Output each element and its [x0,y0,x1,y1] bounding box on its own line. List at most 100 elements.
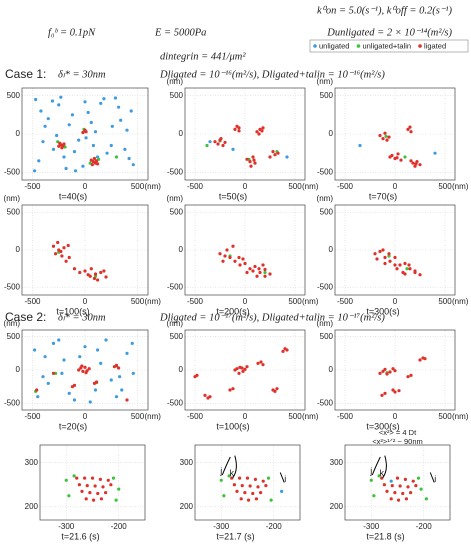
y-tick-label: 0 [16,365,21,374]
point [387,135,391,139]
point [253,161,257,165]
point [378,133,382,138]
y-tick-label: -500 [167,283,184,292]
y-tick-label: 500 [7,208,21,217]
x-unit: (nm) [145,412,162,421]
y-unit: (nm) [4,319,21,328]
point [58,141,62,145]
point [84,130,88,134]
point [203,393,207,397]
point [62,358,66,362]
plot-frame [184,329,306,411]
plot-frame [344,444,451,521]
y-tick-label: 500 [170,208,184,217]
point [57,338,61,342]
point [238,263,242,267]
point [87,367,91,371]
point [66,243,70,248]
point [253,477,257,482]
x-tick-label: -500 [24,182,41,191]
x-tick-label: 500 [131,412,145,421]
point [78,270,82,275]
point [117,105,121,109]
y-tick-label: -500 [4,398,21,407]
point [59,249,63,254]
point [385,489,389,493]
point [86,110,90,115]
point [73,169,78,173]
point [106,478,110,482]
point [255,130,259,134]
point [36,395,40,399]
point [109,483,113,487]
point [241,257,245,261]
annotation: i [434,474,436,484]
point [387,252,391,256]
point [37,159,41,163]
point [113,96,118,100]
point [237,126,241,130]
point [222,494,226,498]
point [233,259,237,263]
point [77,138,81,142]
point [83,100,87,104]
point [381,248,385,252]
y-tick-label: -500 [317,283,334,292]
point [127,156,131,161]
point [96,491,100,496]
y-tick-label: 300 [25,458,39,467]
point [43,124,47,128]
annotation: i [284,474,286,484]
point [72,150,77,154]
y-tick-label: 0 [179,245,184,254]
y-tick-label: 0 [16,129,21,138]
point [90,163,94,167]
point [46,117,50,121]
point [64,478,68,482]
point [35,388,39,392]
y-tick-label: 200 [330,502,344,511]
point [78,355,82,359]
point [99,361,103,365]
point [99,497,104,501]
diffusion-unligated: Dunligated = 2 × 10⁻¹⁴(m²/s) [326,27,452,38]
case-delta: δₗ* = 30nm [58,69,106,80]
point [409,491,413,495]
point [275,387,279,391]
x-tick-label: -500 [337,297,354,306]
point [381,369,385,373]
point [41,140,45,144]
x-tick-label: -200 [266,522,283,531]
point [405,267,409,271]
annotation-arrow [232,455,237,478]
point [261,479,265,483]
point [258,270,262,275]
point [72,267,77,271]
point [403,477,407,482]
point [84,497,88,501]
point [75,476,79,480]
point [77,368,81,372]
point [393,369,397,373]
x-tick-label: 0 [243,412,248,421]
y-unit: (nm) [317,319,334,328]
y-tick-label: 200 [180,502,194,511]
x-tick-label: 500 [438,297,452,306]
point [237,255,241,260]
x-tick-label: -300 [363,522,380,531]
plot-frame [184,204,306,296]
point [129,109,133,113]
point [102,269,106,273]
case-diffusion: Dligated = 10⁻¹⁶(m²/s), Dligated+talin =… [159,69,385,80]
y-tick-label: 500 [170,91,184,100]
point [398,263,402,267]
point [377,474,381,478]
x-tick-label: -500 [24,412,41,421]
point [393,491,397,495]
point [80,489,84,493]
point [205,143,209,148]
x-tick-label: 500 [288,297,302,306]
point [245,365,249,369]
point [245,157,249,161]
